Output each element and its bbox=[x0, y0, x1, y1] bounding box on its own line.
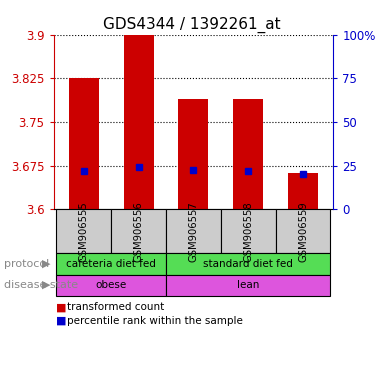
Text: protocol: protocol bbox=[4, 259, 49, 269]
Text: GSM906555: GSM906555 bbox=[79, 201, 89, 262]
Text: disease state: disease state bbox=[4, 280, 78, 290]
Text: obese: obese bbox=[95, 280, 127, 290]
Text: ▶: ▶ bbox=[42, 280, 50, 290]
Bar bbox=[288, 173, 318, 209]
Bar bbox=[233, 99, 264, 209]
Text: GSM906558: GSM906558 bbox=[243, 201, 253, 262]
Text: GSM906557: GSM906557 bbox=[188, 201, 198, 262]
Text: transformed count: transformed count bbox=[67, 302, 164, 312]
Text: ■: ■ bbox=[56, 316, 66, 326]
Text: GSM906556: GSM906556 bbox=[134, 201, 144, 262]
Text: lean: lean bbox=[237, 280, 259, 290]
Text: ■: ■ bbox=[56, 302, 66, 312]
Text: ▶: ▶ bbox=[42, 259, 50, 269]
Text: percentile rank within the sample: percentile rank within the sample bbox=[67, 316, 243, 326]
Text: GDS4344 / 1392261_at: GDS4344 / 1392261_at bbox=[103, 17, 280, 33]
Text: cafeteria diet fed: cafeteria diet fed bbox=[66, 259, 156, 269]
Bar bbox=[124, 35, 154, 209]
Text: GSM906559: GSM906559 bbox=[298, 201, 308, 262]
Bar bbox=[69, 78, 99, 209]
Bar bbox=[178, 99, 208, 209]
Text: standard diet fed: standard diet fed bbox=[203, 259, 293, 269]
